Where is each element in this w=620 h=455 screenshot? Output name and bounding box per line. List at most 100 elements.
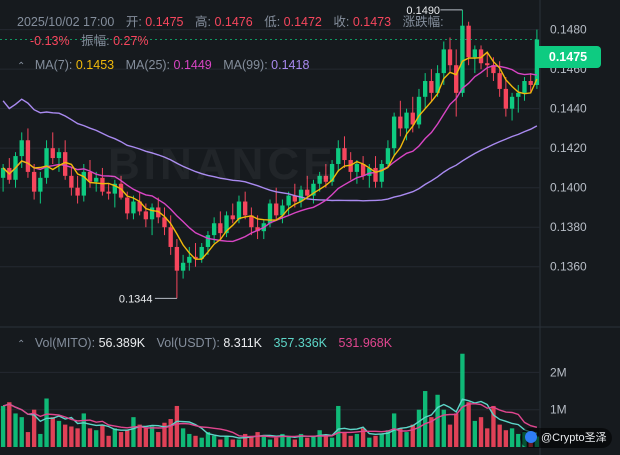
- low-marker-label: 0.1344: [119, 293, 153, 305]
- candle-body: [193, 256, 198, 259]
- volume-bar: [298, 433, 304, 447]
- candle-body: [379, 163, 384, 182]
- volume-bar: [497, 424, 502, 447]
- ohlc-header-row2: -0.13% 振幅: 0.27%: [30, 30, 149, 49]
- ma99-value: 0.1418: [271, 58, 310, 72]
- candle-body: [348, 160, 353, 172]
- candle-body: [267, 203, 273, 224]
- volume-bar: [44, 398, 49, 447]
- volume-bar: [137, 424, 142, 447]
- candle-body: [38, 177, 43, 192]
- volume-bar: [447, 424, 453, 447]
- ma7-line: [2, 51, 538, 260]
- candle-body: [466, 25, 471, 58]
- candle-body: [410, 112, 415, 125]
- volume-bar: [19, 417, 24, 447]
- candle-body: [391, 116, 397, 149]
- candle-body: [435, 73, 440, 93]
- candle-body: [137, 201, 142, 212]
- candle-body: [156, 207, 161, 218]
- candle-body: [528, 81, 533, 85]
- volume-bar: [7, 402, 12, 447]
- volume-bar: [255, 432, 260, 447]
- candle-body: [336, 148, 341, 164]
- volume-bar: [174, 405, 180, 447]
- vol-mito-value: 56.389K: [98, 336, 146, 350]
- candle-body: [509, 96, 515, 109]
- collapse-chevron-icon[interactable]: ⌃: [17, 61, 26, 72]
- low-value: 0.1472: [283, 15, 322, 29]
- volume-bar: [199, 437, 204, 447]
- candle-body: [373, 167, 378, 182]
- candle-body: [44, 148, 49, 178]
- volume-bar: [106, 435, 111, 447]
- author-name: @Crypto圣泽: [541, 432, 607, 444]
- volume-bar: [180, 428, 186, 447]
- volume-bar: [267, 439, 273, 447]
- volume-bar: [156, 432, 161, 447]
- candle-body: [211, 223, 217, 236]
- author-watermark: @Crypto圣泽: [520, 428, 612, 448]
- candle-body: [286, 195, 291, 206]
- volume-bar: [485, 428, 490, 447]
- candle-body: [199, 246, 204, 259]
- volume-bar: [329, 437, 335, 447]
- volume-bar: [0, 405, 6, 447]
- y-tick-label: 0.1420: [550, 141, 587, 155]
- volume-bar: [31, 409, 37, 447]
- volume-bar: [404, 432, 409, 447]
- volume-bar: [292, 439, 297, 447]
- volume-bar: [112, 428, 117, 447]
- ma-legend: ⌃ MA(7): 0.1453 MA(25): 0.1449 MA(99): 0…: [17, 58, 309, 72]
- candle-body: [174, 246, 180, 271]
- candle-body: [230, 215, 235, 220]
- volume-bar: [125, 430, 130, 447]
- binance-watermark: BINANCE: [108, 140, 337, 189]
- volume-bar: [261, 435, 266, 447]
- candle-body: [329, 163, 335, 182]
- volume-bar: [478, 417, 484, 447]
- y-tick-label: 0.1440: [550, 102, 587, 116]
- volume-ma-short-line: [2, 398, 538, 439]
- candle-body: [323, 175, 329, 182]
- ma25-line: [2, 64, 538, 243]
- volume-bar: [503, 430, 509, 447]
- volume-chevron-icon[interactable]: ⌃: [17, 339, 26, 350]
- volume-bar: [149, 426, 155, 447]
- candle-body: [0, 167, 6, 178]
- close-label: 收:: [333, 15, 350, 29]
- candle-body: [25, 140, 31, 172]
- volume-bar: [100, 424, 105, 447]
- volume-bar: [75, 428, 80, 447]
- candle-body: [112, 183, 117, 194]
- volume-bar: [311, 435, 316, 447]
- candle-body: [292, 195, 297, 202]
- candle-body: [454, 65, 459, 93]
- volume-bar: [286, 435, 291, 447]
- candle-body: [416, 96, 422, 125]
- volume-bar: [466, 402, 471, 447]
- vol-ma-b-value: 531.968K: [338, 336, 393, 350]
- volume-bar: [38, 433, 43, 447]
- volume-bar: [323, 435, 329, 447]
- candle-body: [94, 177, 99, 182]
- candle-body: [478, 49, 484, 64]
- volume-bar: [416, 409, 422, 447]
- candle-body: [236, 201, 242, 220]
- candle-body: [497, 73, 502, 89]
- ohlc-header: 2025/10/02 17:00 开: 0.1475 高: 0.1476 低: …: [17, 11, 444, 30]
- open-value: 0.1475: [145, 15, 184, 29]
- candle-body: [516, 92, 521, 97]
- volume-bar: [187, 433, 192, 447]
- candle-body: [131, 201, 136, 214]
- volume-tick-label: 1M: [550, 403, 567, 417]
- candle-body: [125, 197, 130, 214]
- ma7-value: 0.1453: [75, 58, 115, 72]
- ma25-value: 0.1449: [173, 58, 212, 72]
- candle-body: [441, 49, 446, 74]
- candle-body: [75, 187, 80, 196]
- candle-body: [398, 116, 403, 129]
- volume-bar: [94, 430, 99, 447]
- volume-bar: [236, 439, 242, 447]
